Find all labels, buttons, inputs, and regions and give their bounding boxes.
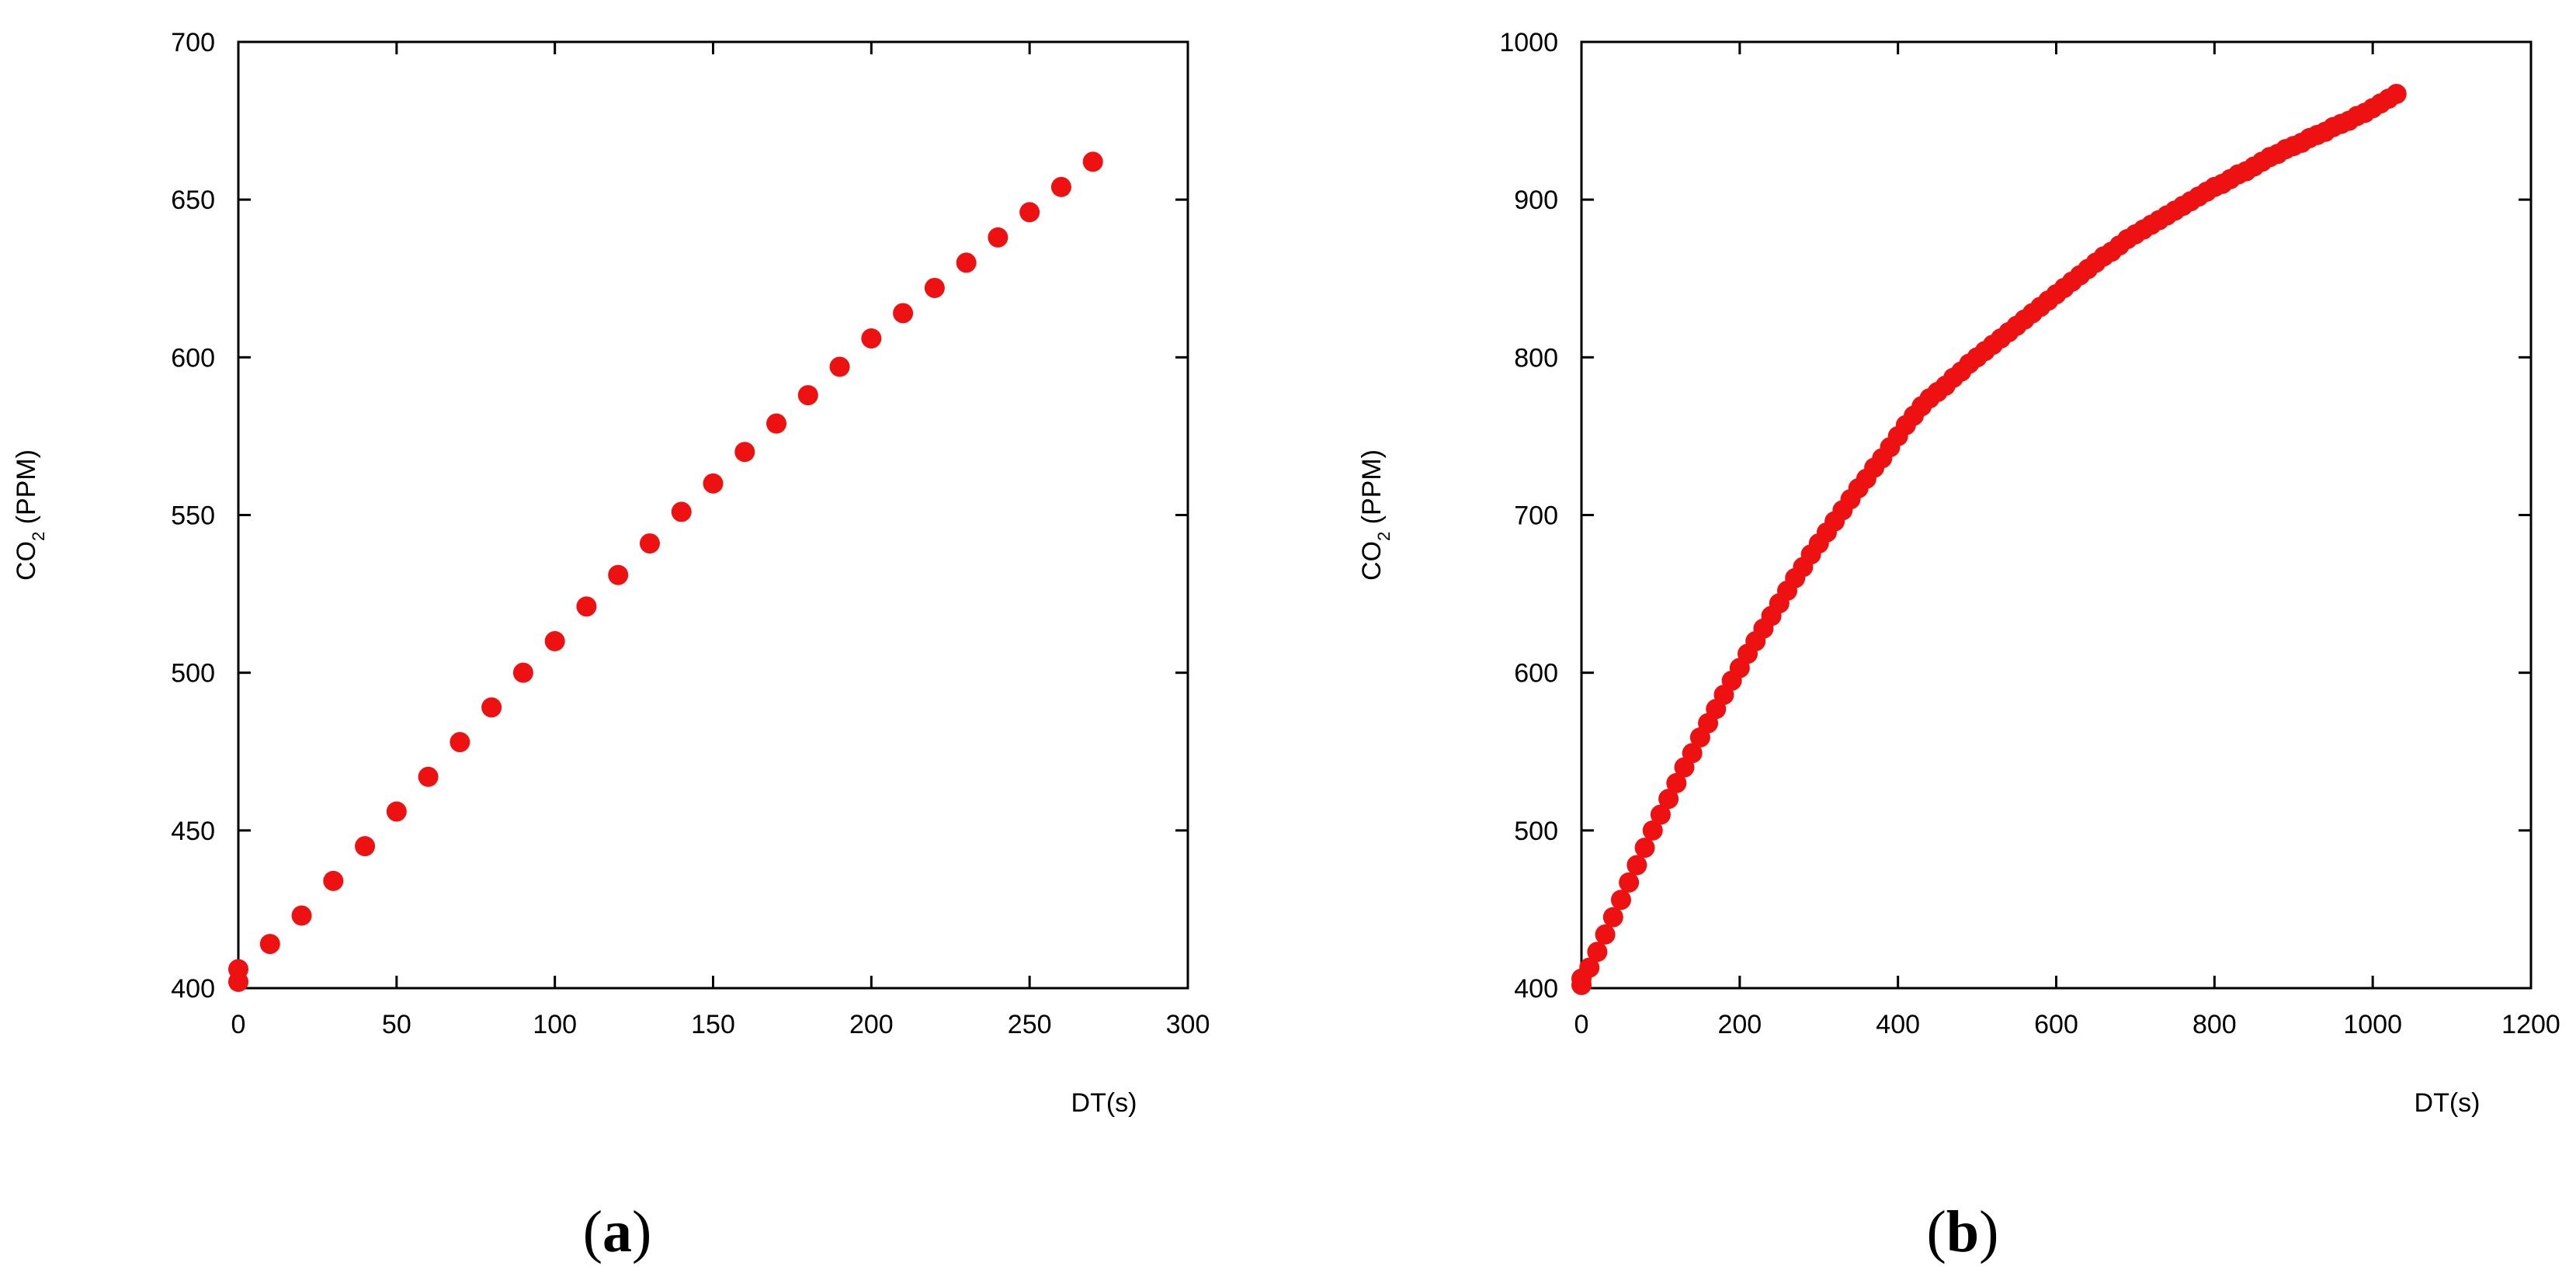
y-tick-label: 500 <box>1514 817 1558 846</box>
data-point <box>797 385 818 406</box>
x-tick-label: 300 <box>1166 1010 1210 1039</box>
data-point <box>576 596 597 617</box>
y-tick-label: 600 <box>171 343 215 373</box>
x-tick-label: 150 <box>691 1010 735 1039</box>
y-axis-label: CO2 (PPM) <box>12 449 48 581</box>
x-axis-label: DT(s) <box>2415 1088 2481 1118</box>
data-point <box>259 934 280 955</box>
y-tick-label: 1000 <box>1499 28 1558 57</box>
data-point <box>2386 84 2407 105</box>
data-point <box>1666 772 1687 793</box>
y-tick-label: 600 <box>1514 659 1558 689</box>
y-axis-label-unit: (PPM) <box>12 449 41 532</box>
plot-frame <box>1580 40 2533 990</box>
panel-label-letter: a <box>602 1199 632 1264</box>
y-tick-label: 450 <box>171 817 215 846</box>
data-point <box>1610 890 1631 911</box>
x-tick-label: 1200 <box>2501 1010 2560 1039</box>
data-point <box>703 473 724 494</box>
data-point <box>1682 743 1703 764</box>
data-point <box>956 252 977 273</box>
data-point <box>1642 820 1663 841</box>
x-tick-label: 600 <box>2034 1010 2078 1039</box>
data-point <box>893 303 914 324</box>
y-axis-label-subscript: 2 <box>1374 532 1394 541</box>
x-tick-label: 800 <box>2192 1010 2237 1039</box>
data-point <box>1019 202 1040 223</box>
y-tick-label: 700 <box>1514 501 1558 531</box>
data-point <box>766 413 787 434</box>
data-point <box>1587 942 1608 963</box>
data-point <box>418 766 439 787</box>
y-axis-label: CO2 (PPM) <box>1357 449 1394 581</box>
data-point <box>544 631 565 652</box>
plot-frame <box>237 40 1189 990</box>
data-point <box>1626 855 1647 876</box>
data-point <box>386 801 407 822</box>
data-point <box>1658 789 1679 810</box>
data-point <box>355 836 376 857</box>
data-point <box>829 356 850 377</box>
panel-label: (a) <box>583 1199 652 1264</box>
x-tick-label: 400 <box>1876 1010 1920 1039</box>
data-point <box>1634 838 1655 859</box>
x-tick-label: 1000 <box>2343 1010 2402 1039</box>
panel-label: (b) <box>1927 1199 1999 1264</box>
chart-panel-a: 0 50 100 150 200 250 300 400 450 500 550 600 650 700 D… <box>12 28 1210 1264</box>
data-point <box>481 697 502 718</box>
y-axis-label-unit: (PPM) <box>1357 449 1387 532</box>
y-tick-label: 900 <box>1514 186 1558 215</box>
data-point <box>1082 151 1103 172</box>
x-tick-label: 200 <box>849 1010 894 1039</box>
x-tick-label: 0 <box>231 1010 246 1039</box>
y-axis-label-subscript: 2 <box>29 532 48 541</box>
x-tick-label: 100 <box>533 1010 577 1039</box>
data-point <box>228 959 248 980</box>
x-axis-label: DT(s) <box>1071 1088 1137 1118</box>
data-point <box>861 328 882 349</box>
data-point <box>671 501 692 522</box>
data-point <box>1650 804 1671 825</box>
y-tick-label: 650 <box>171 186 215 215</box>
x-tick-label: 250 <box>1008 1010 1052 1039</box>
chart-panel-b: 0 200 400 600 800 1000 1200 400 500 600 700 800 900 1… <box>1357 28 2560 1264</box>
x-tick-label: 0 <box>1574 1010 1589 1039</box>
y-tick-label: 400 <box>171 974 215 1004</box>
data-point <box>291 905 312 926</box>
data-point <box>639 533 660 554</box>
x-tick-label: 200 <box>1717 1010 1762 1039</box>
data-point <box>988 227 1009 248</box>
data-point <box>512 662 533 683</box>
data-point <box>1050 176 1071 197</box>
y-axis-label-main: CO <box>12 541 41 581</box>
panel-label-letter: b <box>1946 1199 1979 1264</box>
y-axis-label-main: CO <box>1357 541 1387 581</box>
y-tick-label: 800 <box>1514 343 1558 373</box>
data-point <box>734 442 755 463</box>
y-tick-label: 400 <box>1514 974 1558 1004</box>
y-tick-label: 700 <box>171 28 215 57</box>
y-tick-label: 550 <box>171 501 215 531</box>
data-point <box>1619 872 1640 893</box>
data-point <box>323 870 344 891</box>
data-point <box>1602 907 1623 928</box>
data-point <box>1579 957 1600 978</box>
data-point <box>1595 924 1616 945</box>
data-point <box>924 277 945 298</box>
x-tick-label: 50 <box>382 1010 411 1039</box>
data-point <box>450 732 470 753</box>
data-point <box>608 564 629 585</box>
y-tick-label: 500 <box>171 659 215 689</box>
